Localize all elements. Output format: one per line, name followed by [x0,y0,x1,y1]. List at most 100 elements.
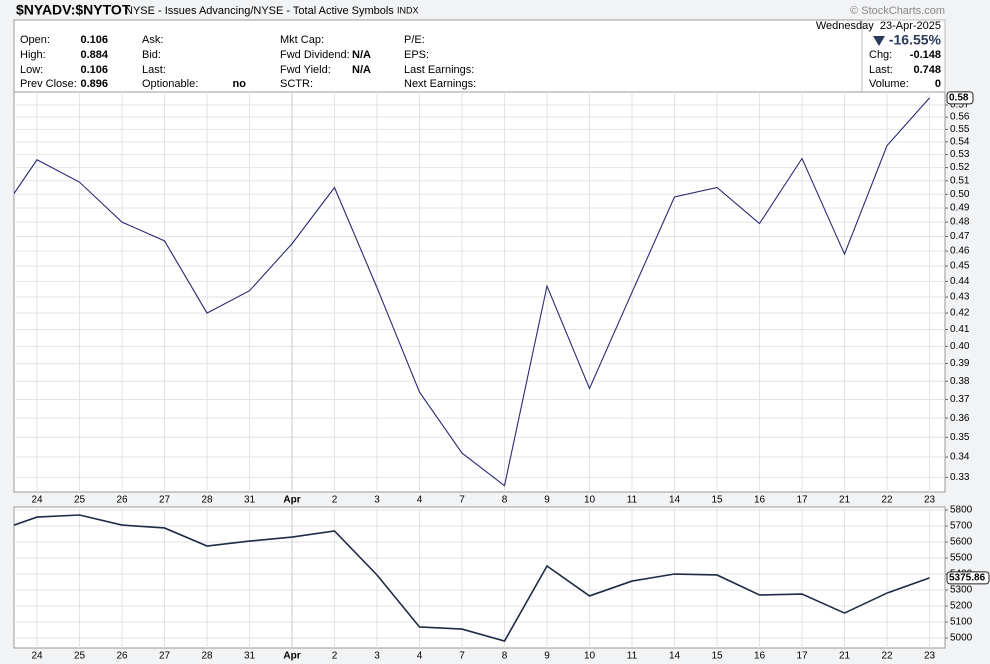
y-tick-label: 5200 [950,601,973,612]
field-label: P/E: [404,34,425,46]
exchange: INDX [397,5,419,15]
field-value: 0.106 [80,34,108,46]
x-tick-label: 26 [116,495,128,506]
y-tick-label: 0.39 [950,358,970,369]
y-tick-label: 0.51 [950,175,970,186]
x-tick-label: 11 [627,495,638,506]
x-tick-label: 17 [796,651,808,662]
last-value-box [946,571,990,585]
y-tick-label: 0.54 [950,137,970,148]
y-tick-label: 5100 [950,617,973,628]
y-tick-label: 5800 [950,505,973,516]
field-value: no [233,78,247,90]
x-tick-label: 11 [627,651,638,662]
y-tick-label: 0.46 [950,246,970,257]
x-tick-label: 24 [31,651,43,662]
symbol: $NYADV:$NYTOT [16,2,131,18]
y-tick-label: 0.42 [950,308,970,319]
field-label: Last: [142,64,166,76]
y-tick-label: 0.53 [950,149,970,160]
y-tick-label: 0.49 [950,203,970,214]
x-tick-label: 28 [201,495,213,506]
y-tick-label: 0.57 [950,100,970,111]
field-label: EPS: [404,49,429,61]
field-label: Low: [20,64,43,76]
x-tick-label: 24 [31,495,43,506]
x-tick-label: 2 [332,651,338,662]
field-label: Volume: [869,78,909,90]
x-tick-label: 7 [459,651,465,662]
field-label: Open: [20,34,50,46]
x-tick-label: 10 [584,651,596,662]
y-tick-label: 5300 [950,585,973,596]
y-tick-label: 0.34 [950,452,970,463]
field-label: Fwd Yield: [280,64,331,76]
field-label: Bid: [142,49,161,61]
y-tick-label: 0.56 [950,112,970,123]
x-tick-label: Apr [283,495,300,506]
field-value: N/A [352,49,371,61]
x-tick-label: 2 [332,495,338,506]
field-label: SCTR: [280,78,313,90]
x-tick-label: 15 [711,651,723,662]
x-tick-label: 21 [839,651,851,662]
y-tick-label: 0.36 [950,413,970,424]
x-tick-label: 3 [374,651,380,662]
x-tick-label: 31 [244,651,256,662]
y-tick-label: 0.50 [950,189,970,200]
last-value-label: 5375.86 [949,573,986,584]
x-tick-label: 16 [754,495,766,506]
description: NYSE - Issues Advancing/NYSE - Total Act… [125,5,394,17]
field-label: Ask: [142,34,163,46]
x-tick-label: 8 [502,651,508,662]
x-tick-label: 22 [881,651,893,662]
y-tick-label: 0.48 [950,217,970,228]
x-tick-label: 10 [584,495,596,506]
field-label: High: [20,49,46,61]
field-value: 0.748 [913,64,941,76]
x-tick-label: 17 [796,495,808,506]
field-value: N/A [352,64,371,76]
y-tick-label: 0.47 [950,231,970,242]
x-tick-label: 22 [881,495,893,506]
main-plot [13,91,946,493]
y-tick-label: 0.37 [950,394,970,405]
y-tick-label: 5600 [950,537,973,548]
y-tick-label: 0.33 [950,472,970,483]
x-tick-label: 4 [417,495,423,506]
y-tick-label: 0.35 [950,432,970,443]
y-tick-label: 0.52 [950,162,970,173]
x-tick-label: 25 [74,495,86,506]
field-value: 0.896 [80,78,108,90]
y-tick-label: 0.40 [950,341,970,352]
field-value: -0.148 [910,49,941,61]
x-tick-label: 8 [502,495,508,506]
x-tick-label: 23 [924,651,936,662]
field-label: Prev Close: [20,78,77,90]
x-tick-label: 31 [244,495,256,506]
x-tick-label: 26 [116,651,128,662]
x-tick-label: 23 [924,495,936,506]
field-value: 0.884 [80,49,108,61]
field-label: Last Earnings: [404,64,474,76]
y-tick-label: 0.45 [950,261,970,272]
x-tick-label: 9 [544,651,550,662]
x-tick-label: 15 [711,495,723,506]
x-tick-label: 14 [669,651,681,662]
y-tick-label: 5700 [950,521,973,532]
date: Wednesday 23-Apr-2025 [816,20,941,32]
x-tick-label: 27 [159,651,171,662]
last-value-label: 0.58 [949,93,969,104]
x-tick-label: 4 [417,651,423,662]
x-tick-label: 7 [459,495,465,506]
y-tick-label: 0.55 [950,124,970,135]
down-arrow [873,36,885,46]
y-tick-label: 0.38 [950,376,970,387]
y-tick-label: 5500 [950,553,973,564]
x-tick-label: 9 [544,495,550,506]
y-tick-label: 0.44 [950,276,970,287]
line [14,97,930,487]
change-pct: -16.55% [889,32,942,48]
